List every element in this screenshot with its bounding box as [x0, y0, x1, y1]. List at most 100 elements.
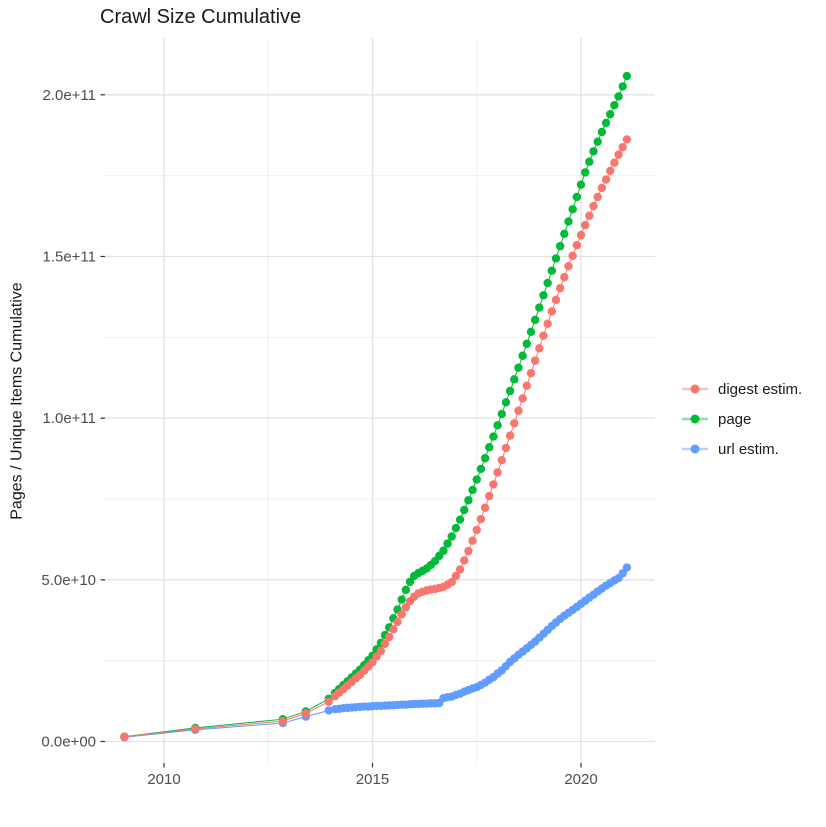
data-point	[618, 82, 627, 91]
data-point	[501, 443, 511, 453]
data-point	[597, 127, 607, 137]
data-point	[564, 261, 573, 271]
data-point	[580, 168, 590, 177]
data-point	[530, 356, 540, 365]
data-point	[585, 211, 594, 220]
x-tick-label: 2020	[564, 771, 597, 788]
data-point	[278, 716, 288, 726]
data-point	[593, 192, 602, 202]
data-point	[493, 468, 502, 477]
data-point	[480, 454, 490, 463]
data-point	[497, 455, 506, 465]
y-tick-label: 5.0e+10	[41, 572, 96, 589]
legend-key-digest-estim-icon	[682, 384, 708, 394]
legend-label-url-estim: url estim.	[718, 440, 779, 458]
data-point	[622, 71, 632, 81]
data-point	[476, 514, 486, 524]
legend-key-page-icon	[682, 414, 708, 424]
data-point	[614, 150, 623, 159]
data-point	[618, 569, 627, 578]
legend-item-digest-estim: digest estim.	[681, 374, 802, 404]
data-point	[522, 339, 531, 348]
data-point	[301, 709, 310, 718]
legend-item-page: page	[681, 404, 802, 434]
data-point	[510, 375, 519, 384]
series-url-estim	[120, 563, 632, 742]
data-point	[547, 307, 557, 316]
data-point	[605, 110, 615, 119]
data-point	[455, 565, 465, 574]
data-point	[622, 563, 632, 572]
data-point	[551, 254, 561, 263]
data-point	[460, 556, 469, 565]
data-point	[401, 585, 411, 595]
data-point	[464, 546, 473, 556]
data-point	[397, 610, 406, 619]
series-line-page	[124, 75, 628, 738]
chart-title: Crawl Size Cumulative	[100, 6, 302, 28]
data-point	[447, 577, 456, 587]
data-point	[572, 192, 582, 202]
data-point	[564, 217, 573, 226]
data-point	[380, 639, 390, 649]
data-point	[514, 406, 523, 415]
data-point	[447, 532, 456, 541]
legend: digest estim. page url estim.	[681, 374, 802, 464]
legend-label-digest-estim: digest estim.	[718, 380, 803, 398]
legend-key-url-estim-icon	[682, 444, 708, 454]
data-point	[518, 351, 527, 360]
data-point	[518, 394, 527, 403]
data-point	[460, 505, 469, 515]
y-tick-label: 1.0e+11	[42, 410, 96, 427]
data-point	[393, 617, 402, 627]
data-point	[530, 315, 540, 325]
data-point	[485, 443, 494, 452]
data-point	[376, 646, 386, 656]
data-point	[543, 278, 552, 288]
data-point	[618, 142, 627, 152]
data-point	[120, 732, 129, 742]
data-point	[580, 220, 590, 230]
data-point	[489, 432, 498, 441]
data-point	[476, 464, 486, 474]
data-point	[510, 419, 519, 428]
data-point	[464, 496, 473, 505]
data-point	[368, 658, 377, 667]
data-point	[535, 344, 544, 353]
data-point	[597, 183, 607, 193]
x-tick-label: 2015	[356, 771, 389, 788]
data-point	[497, 409, 506, 419]
series-page	[120, 71, 632, 741]
data-point	[560, 229, 569, 239]
data-point	[610, 158, 619, 167]
data-point	[568, 251, 577, 261]
data-point	[539, 331, 548, 340]
data-point	[560, 272, 569, 282]
data-point	[535, 303, 544, 312]
data-point	[451, 523, 461, 533]
data-point	[585, 157, 594, 166]
data-point	[526, 327, 536, 337]
data-point	[593, 137, 602, 146]
data-point	[480, 503, 490, 512]
data-point	[526, 369, 536, 378]
data-point	[555, 283, 565, 293]
data-point	[601, 118, 611, 128]
data-point	[443, 539, 452, 548]
data-point	[468, 536, 477, 545]
data-point	[324, 706, 333, 715]
data-point	[472, 475, 481, 484]
x-tick-label: 2010	[147, 771, 180, 788]
data-point	[191, 724, 200, 734]
data-point	[439, 546, 448, 555]
data-point	[485, 491, 494, 501]
data-point	[493, 421, 502, 430]
data-point	[605, 166, 615, 175]
data-point	[514, 363, 523, 372]
data-point	[505, 386, 515, 396]
legend-label-page: page	[718, 410, 752, 428]
data-point	[489, 480, 498, 489]
data-point	[472, 525, 481, 535]
data-point	[551, 295, 561, 305]
